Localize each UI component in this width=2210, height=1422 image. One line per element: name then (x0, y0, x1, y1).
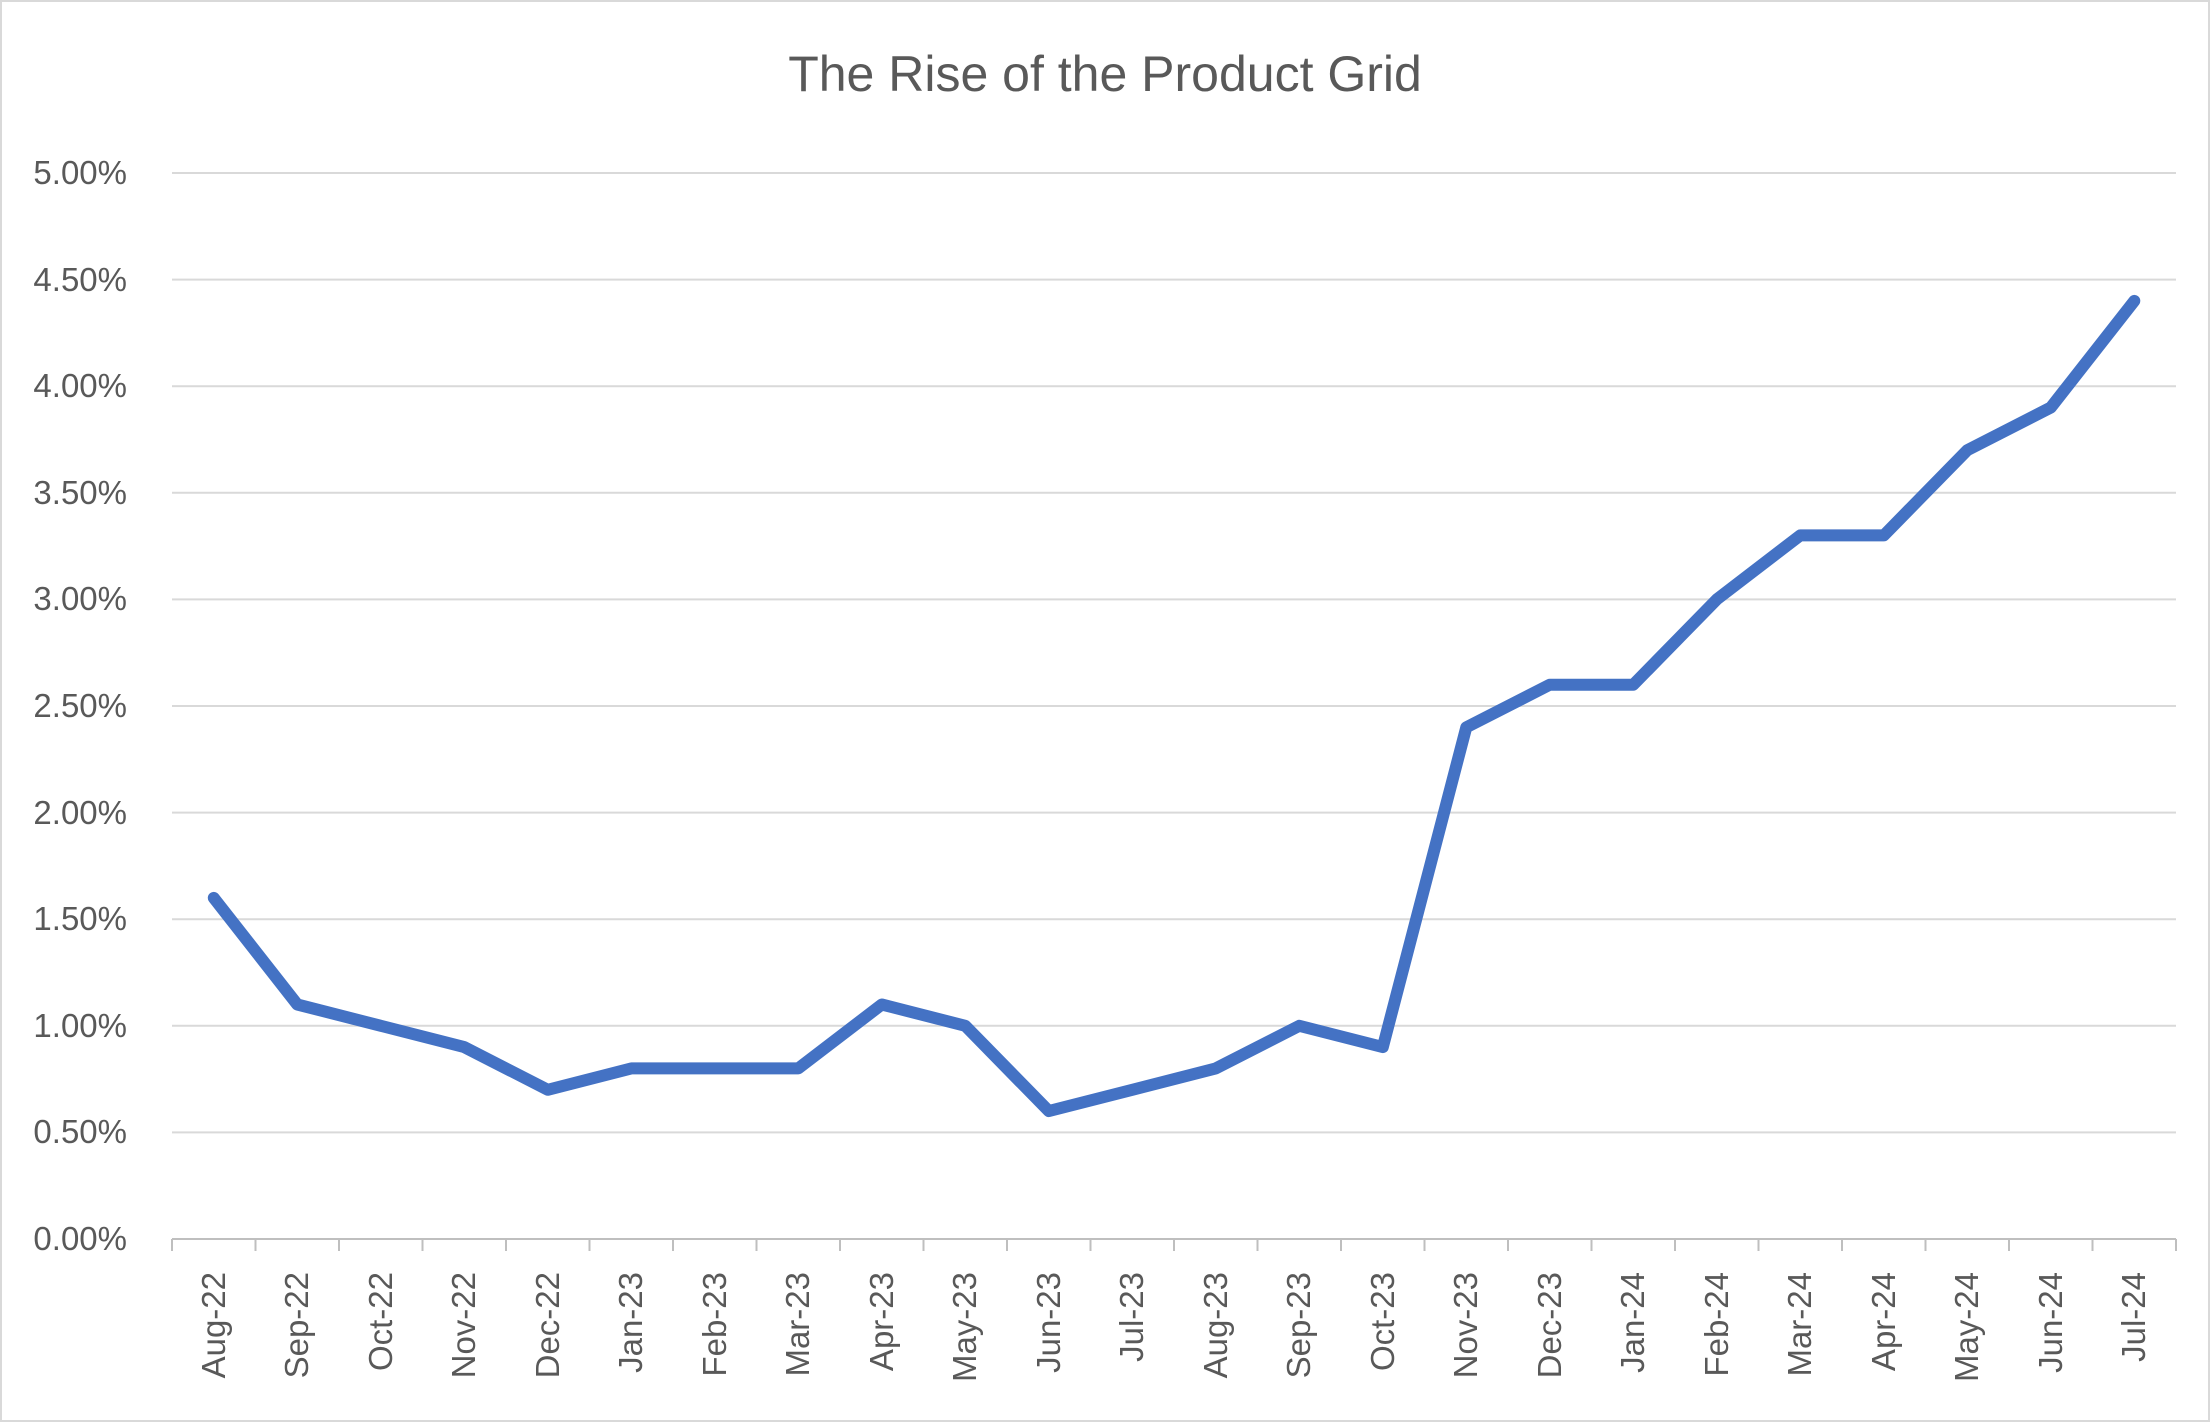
x-axis-tick-label: Mar-24 (1781, 1272, 1819, 1377)
x-axis-tick-label: Nov-22 (445, 1272, 483, 1379)
y-axis-tick-label: 1.00% (33, 1006, 127, 1044)
x-axis-tick-label: Aug-23 (1196, 1272, 1234, 1379)
y-axis-tick-label: 2.00% (33, 793, 127, 831)
x-axis-tick-label: Feb-24 (1697, 1272, 1735, 1377)
y-axis-tick-label: 3.00% (33, 580, 127, 618)
x-axis-tick-label: Sep-23 (1280, 1272, 1318, 1379)
x-axis-tick-label: Nov-23 (1447, 1272, 1485, 1379)
x-axis-tick-label: Mar-23 (779, 1272, 817, 1377)
chart-title: The Rise of the Product Grid (788, 46, 1422, 102)
data-series-line (207, 294, 2141, 1118)
y-axis-tick-label: 5.00% (33, 154, 127, 191)
x-axis-tick-label: Apr-23 (862, 1272, 900, 1372)
x-axis-tick-label: Apr-24 (1864, 1272, 1902, 1372)
x-axis-tick-label: May-24 (1948, 1272, 1986, 1383)
x-axis-tick-label: Sep-22 (278, 1272, 316, 1379)
x-axis-tick-label: Dec-22 (528, 1272, 566, 1379)
x-axis-tick-label: Jan-24 (1614, 1272, 1652, 1373)
x-axis-tick-label: Jun-23 (1029, 1272, 1067, 1373)
x-axis-tick-label: May-23 (946, 1272, 984, 1383)
y-axis-tick-label: 2.50% (33, 687, 127, 724)
x-axis-tick-label: Feb-23 (695, 1272, 733, 1377)
x-axis-tick-label: Aug-22 (194, 1272, 232, 1379)
y-axis-tick-label: 1.50% (33, 900, 127, 938)
x-axis-tick-label: Oct-23 (1363, 1272, 1401, 1372)
y-axis-tick-label: 0.00% (33, 1220, 127, 1257)
y-axis-tick-label: 4.50% (33, 260, 127, 298)
x-axis-tick-label: Jan-23 (612, 1272, 650, 1373)
y-axis-tick-label: 4.00% (33, 367, 127, 405)
x-axis-tick-label: Jun-24 (2031, 1272, 2069, 1373)
x-axis-tick-label: Jul-24 (2115, 1272, 2153, 1362)
x-axis-tick-label: Oct-22 (361, 1272, 399, 1372)
y-axis-tick-label: 0.50% (33, 1113, 127, 1151)
x-axis-tick-label: Dec-23 (1530, 1272, 1568, 1379)
y-axis-tick-label: 3.50% (33, 473, 127, 511)
x-axis-tick-label: Jul-23 (1113, 1272, 1151, 1362)
